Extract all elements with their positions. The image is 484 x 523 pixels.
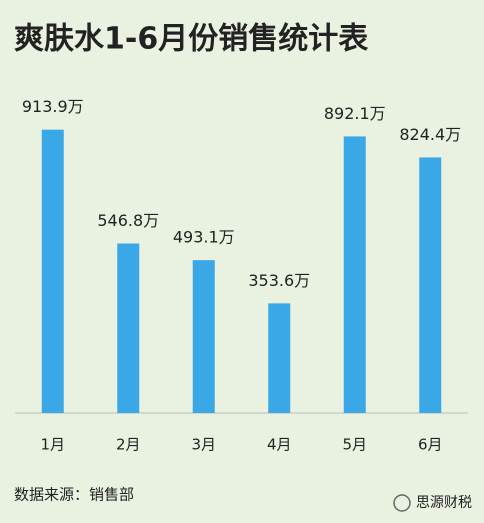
value-label: 546.8万 xyxy=(97,211,159,230)
bar xyxy=(268,303,291,413)
bar xyxy=(117,243,140,413)
value-label: 892.1万 xyxy=(324,104,386,123)
value-label: 913.9万 xyxy=(22,97,84,116)
bar xyxy=(41,129,64,414)
x-tick-label: 2月 xyxy=(116,436,141,454)
chart-title: 爽肤水1-6月份销售统计表 xyxy=(14,22,368,57)
bar xyxy=(343,136,366,413)
x-tick-label: 4月 xyxy=(267,436,292,454)
x-tick-label: 6月 xyxy=(418,436,443,454)
watermark: 思源财税 xyxy=(416,495,472,511)
x-tick-label: 3月 xyxy=(191,436,216,454)
value-label: 353.6万 xyxy=(248,271,310,290)
bar xyxy=(192,260,215,413)
x-tick-label: 5月 xyxy=(342,436,367,454)
x-tick-label: 1月 xyxy=(40,436,65,454)
source-note: 数据来源：销售部 xyxy=(14,486,134,504)
watermark-icon xyxy=(393,494,411,512)
value-label: 493.1万 xyxy=(173,228,235,247)
value-label: 824.4万 xyxy=(399,125,461,144)
bar xyxy=(419,157,442,413)
